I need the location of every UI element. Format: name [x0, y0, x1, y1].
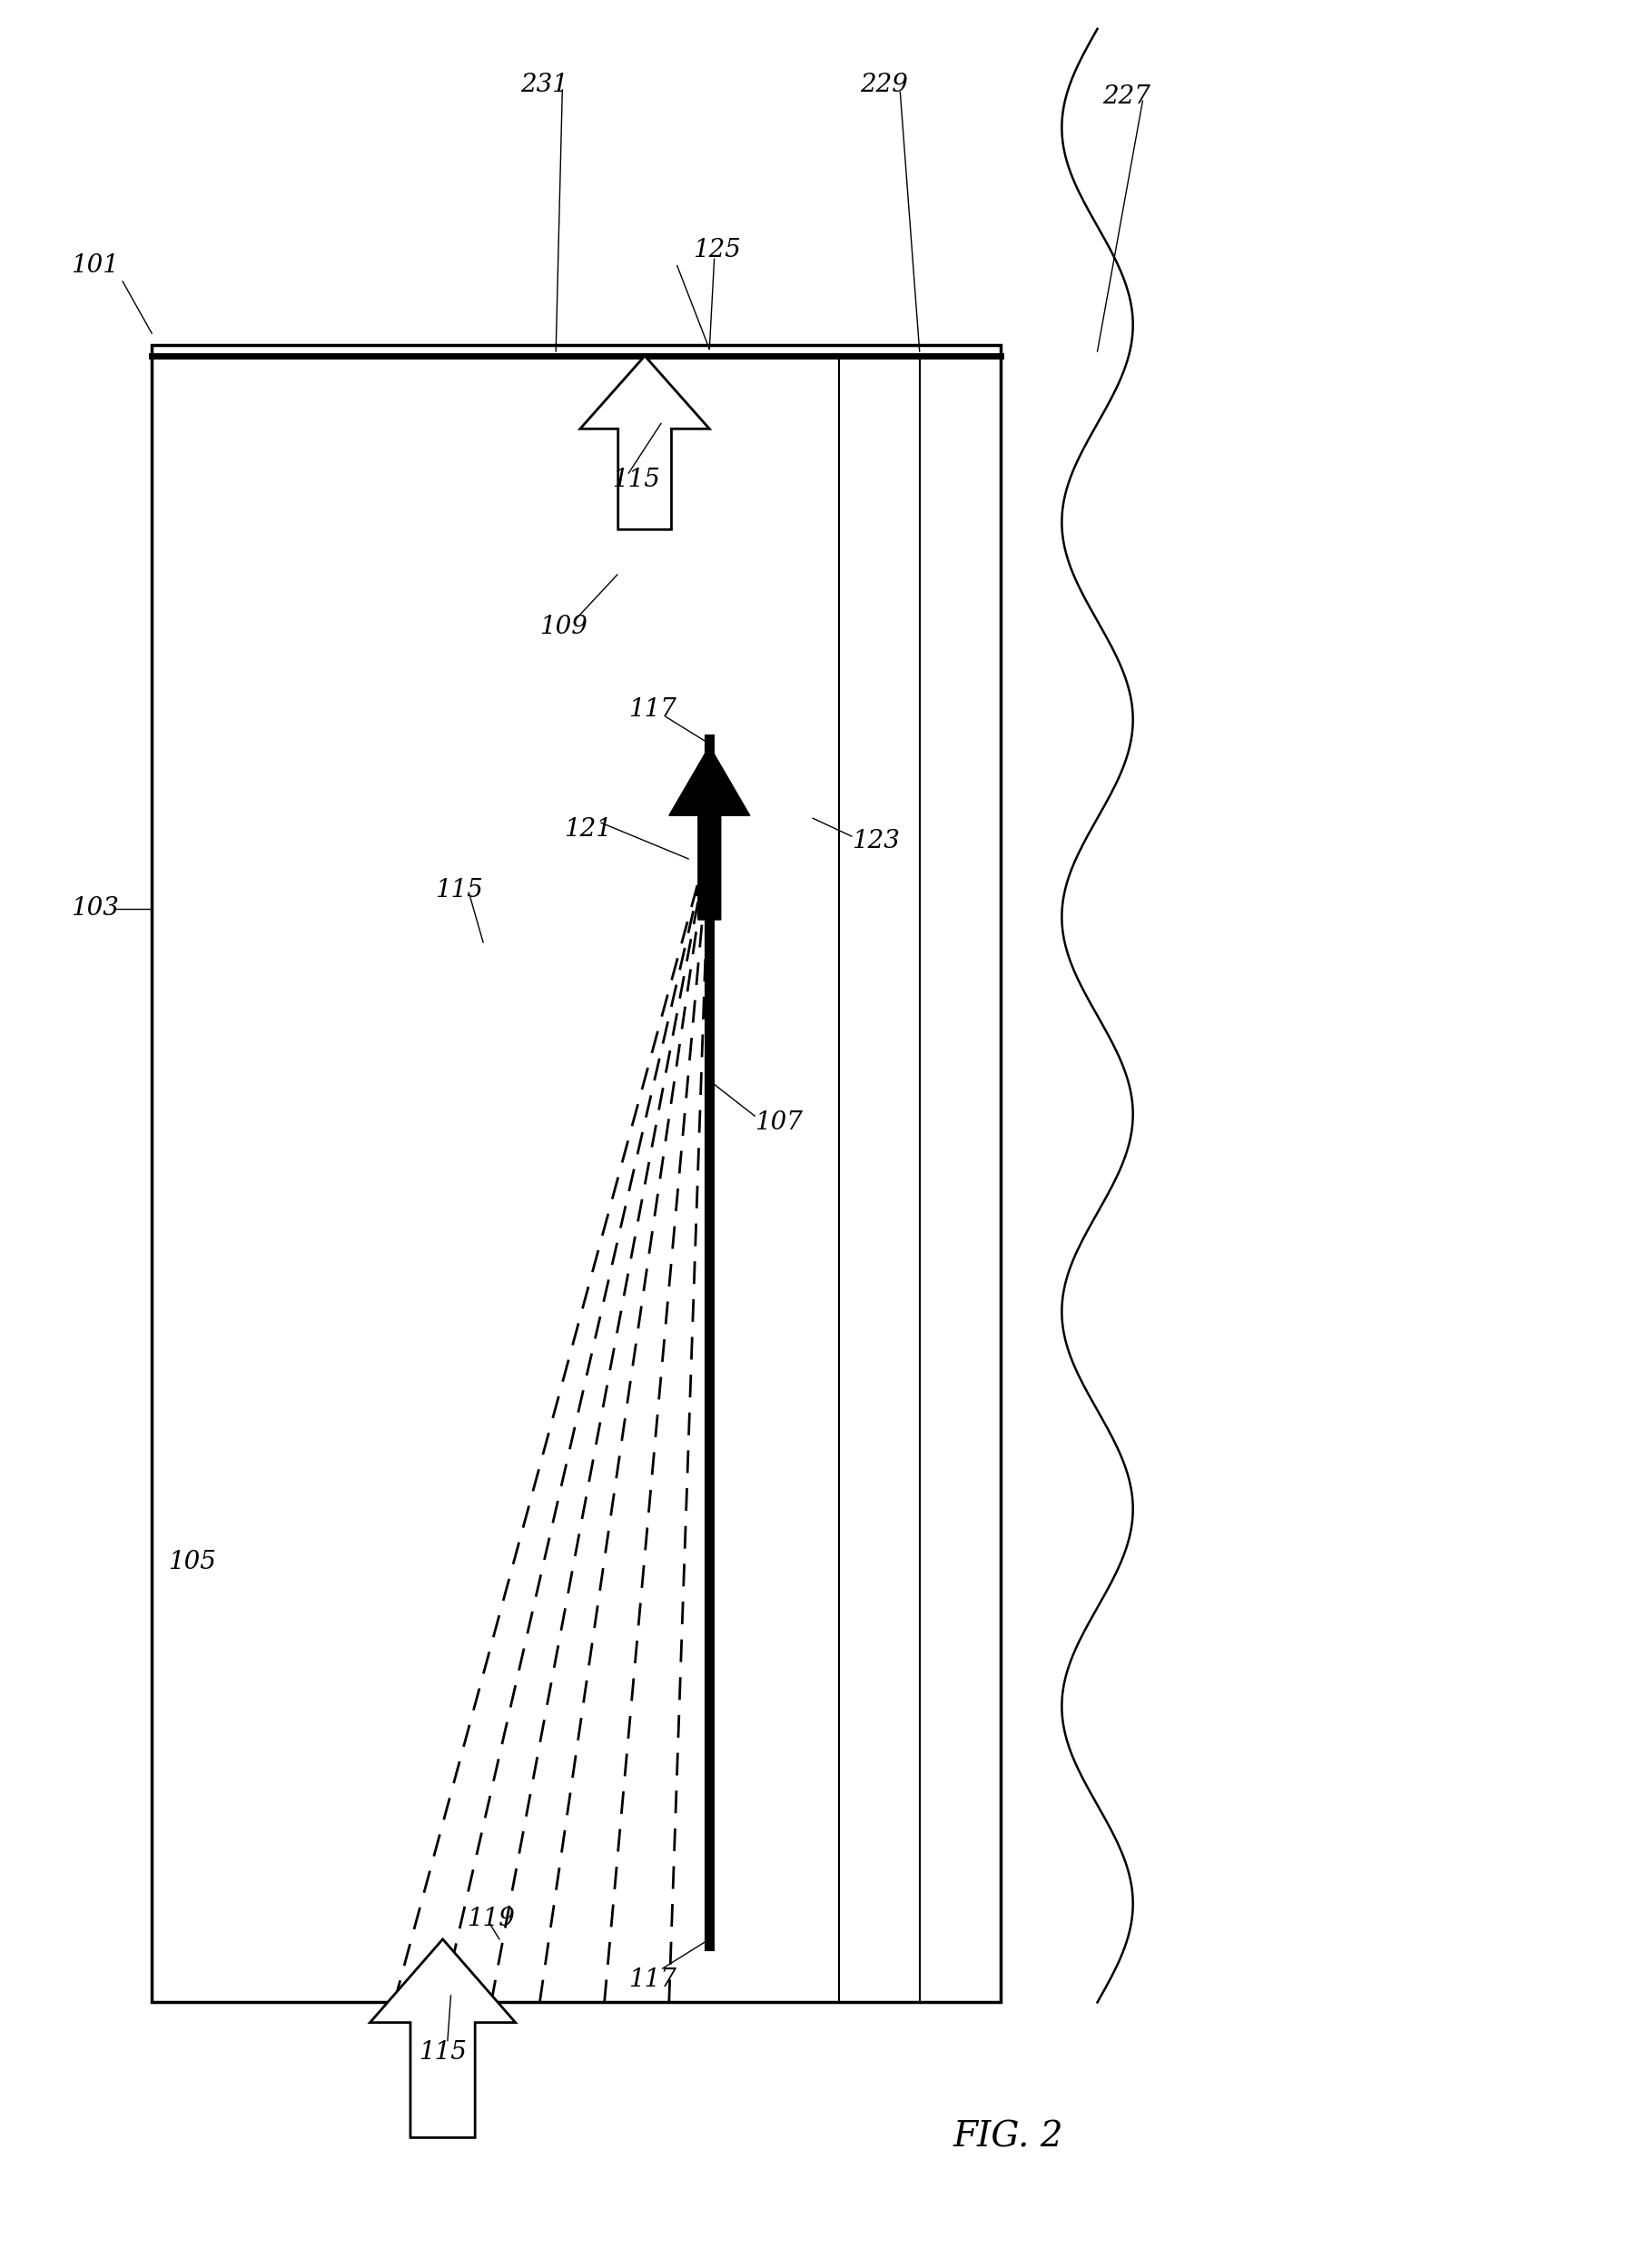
Text: 109: 109	[539, 615, 588, 640]
Text: 117: 117	[629, 699, 676, 721]
Text: 123: 123	[852, 828, 899, 853]
Text: 115: 115	[613, 467, 660, 492]
Text: 115: 115	[419, 2039, 466, 2064]
Text: 121: 121	[564, 816, 613, 841]
Text: 125: 125	[694, 238, 741, 263]
Text: 115: 115	[435, 878, 482, 903]
Text: 107: 107	[754, 1111, 803, 1134]
Text: 101: 101	[72, 254, 119, 279]
Bar	[151, 345, 1000, 2003]
Text: FIG. 2: FIG. 2	[953, 2121, 1064, 2155]
Polygon shape	[670, 746, 749, 921]
Text: 229: 229	[860, 73, 907, 98]
Text: 117: 117	[629, 1969, 676, 1991]
Text: 103: 103	[72, 896, 119, 921]
Polygon shape	[580, 356, 710, 528]
Text: 227: 227	[1103, 84, 1150, 109]
Polygon shape	[370, 1939, 515, 2139]
Text: 231: 231	[520, 73, 569, 98]
Text: 105: 105	[168, 1551, 217, 1574]
Text: 119: 119	[468, 1907, 515, 1930]
